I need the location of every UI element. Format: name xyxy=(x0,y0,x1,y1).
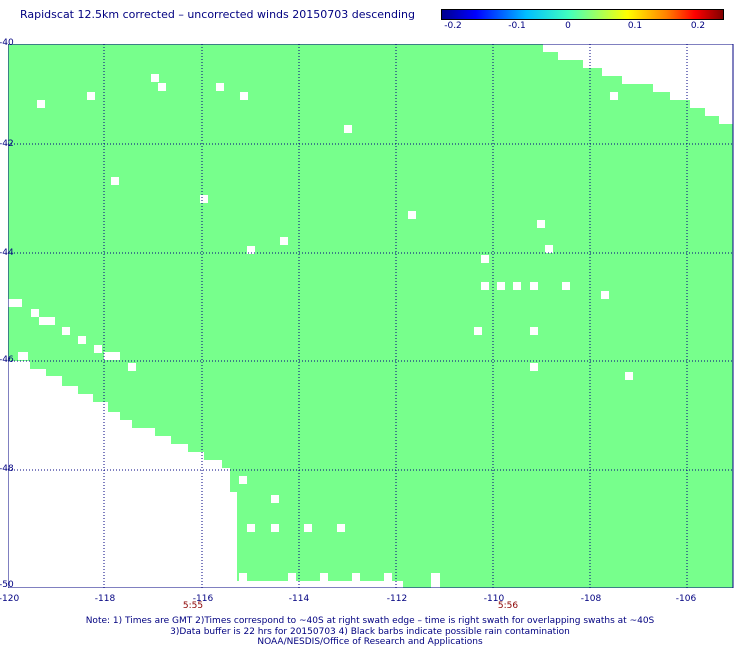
lon-label: -116 xyxy=(192,594,214,604)
lon-label: -112 xyxy=(386,594,408,604)
colorbar-tick-label: -0.1 xyxy=(508,21,526,31)
lat-label: -48 xyxy=(0,464,14,474)
map-frame xyxy=(8,44,734,588)
colorbar-tick-label: -0.2 xyxy=(444,21,462,31)
footnotes: Note: 1) Times are GMT 2)Times correspon… xyxy=(0,616,740,648)
lon-label: -108 xyxy=(580,594,602,604)
wind-difference-map xyxy=(8,44,734,588)
colorbar-tick-label: 0.2 xyxy=(690,21,706,31)
swath-time-label: 5:55 xyxy=(182,601,204,611)
swath-time-label: 5:56 xyxy=(497,601,519,611)
colorbar-tick-label: 0.1 xyxy=(627,21,643,31)
missing-cells xyxy=(8,74,633,581)
lon-label: -118 xyxy=(94,594,116,604)
graticule xyxy=(8,44,733,588)
lat-label: -40 xyxy=(0,38,14,48)
lon-label: -106 xyxy=(675,594,697,604)
colorbar-tick-label: 0 xyxy=(565,21,571,31)
footnote-line: 3)Data buffer is 22 hrs for 20150703 4) … xyxy=(170,626,570,637)
map-title: Rapidscat 12.5km corrected – uncorrected… xyxy=(20,8,416,21)
footnote-line: Note: 1) Times are GMT 2)Times correspon… xyxy=(85,616,655,626)
lat-label: -42 xyxy=(0,139,14,149)
data-swath xyxy=(8,44,733,588)
lat-label: -50 xyxy=(0,580,14,590)
footnote-credit: NOAA/NESDIS/Office of Research and Appli… xyxy=(257,637,483,647)
colorbar xyxy=(441,9,724,20)
lon-label: -120 xyxy=(0,594,20,604)
lon-label: -110 xyxy=(483,594,505,604)
lat-label: -44 xyxy=(0,248,14,258)
lon-label: -114 xyxy=(288,594,310,604)
lat-label: -46 xyxy=(0,355,14,365)
